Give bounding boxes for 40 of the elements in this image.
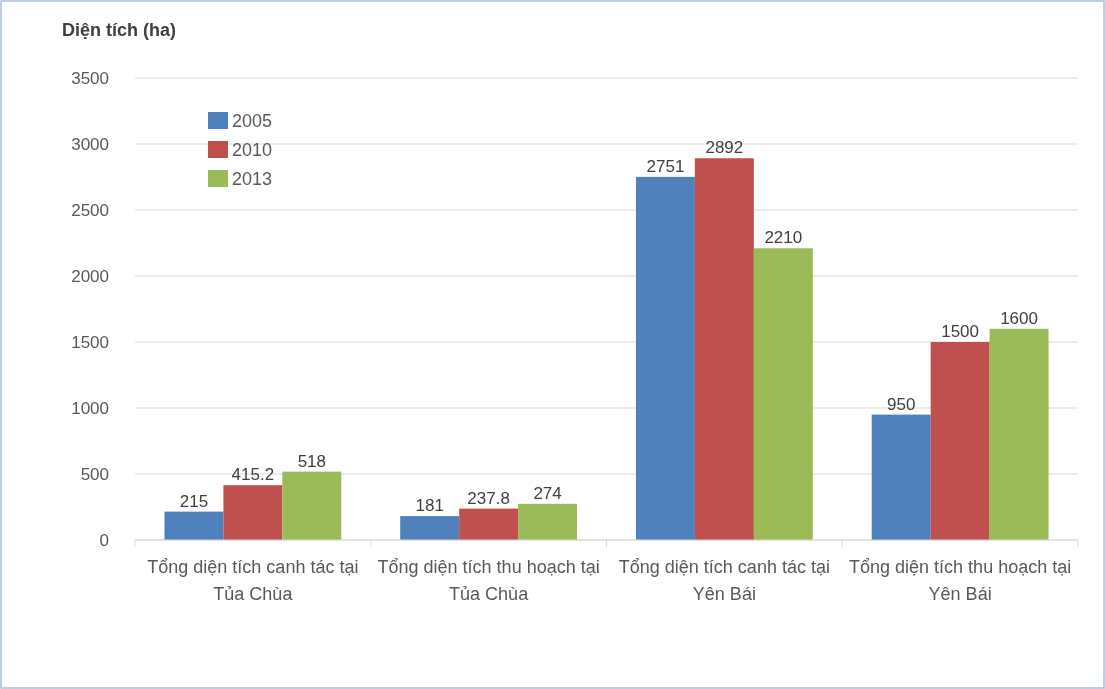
y-tick-label: 0 [99,530,109,550]
bar [694,158,754,540]
legend-label: 2005 [232,111,273,132]
x-tick-label: Tổng diện tích thu hoạch tại Tủa Chùa [377,557,600,604]
bar [930,342,990,540]
bar [871,414,931,540]
data-label: 274 [533,483,562,503]
y-axis-title: Diện tích (ha) [62,20,177,40]
data-label: 2751 [646,156,685,176]
x-tick-label: Tổng diện tích canh tác tại Tủa Chùa [147,557,359,604]
bar [282,471,342,540]
x-tick-label: Tổng diện tích thu hoạch tại Yên Bái [849,557,1072,604]
bar [518,503,578,540]
bar [459,508,519,540]
y-tick-label: 1500 [71,332,109,352]
data-label: 181 [415,496,444,516]
y-tick-label: 3000 [71,134,109,154]
data-label: 1600 [1000,308,1038,328]
bar [164,511,224,540]
y-tick-label: 2500 [71,200,109,220]
data-label: 2210 [764,228,803,248]
y-tick-label: 500 [80,464,109,484]
data-label: 950 [887,394,916,414]
bar [635,176,695,540]
data-label: 1500 [941,322,980,341]
legend-label: 2010 [232,140,273,161]
data-label: 2892 [705,138,744,158]
y-tick-label: 1000 [71,398,109,418]
bar [223,485,283,540]
data-label: 518 [297,451,326,471]
data-label: 237.8 [467,488,510,508]
bar [753,248,813,540]
data-label: 415.2 [231,465,275,485]
x-tick-label: Tổng diện tích canh tác tại Yên Bái [618,557,830,604]
data-label: 215 [179,491,209,511]
y-tick-label: 2000 [71,266,109,286]
bar [989,328,1049,540]
bar [400,516,460,540]
legend-label: 2013 [232,169,273,190]
y-tick-label: 3500 [71,68,109,88]
